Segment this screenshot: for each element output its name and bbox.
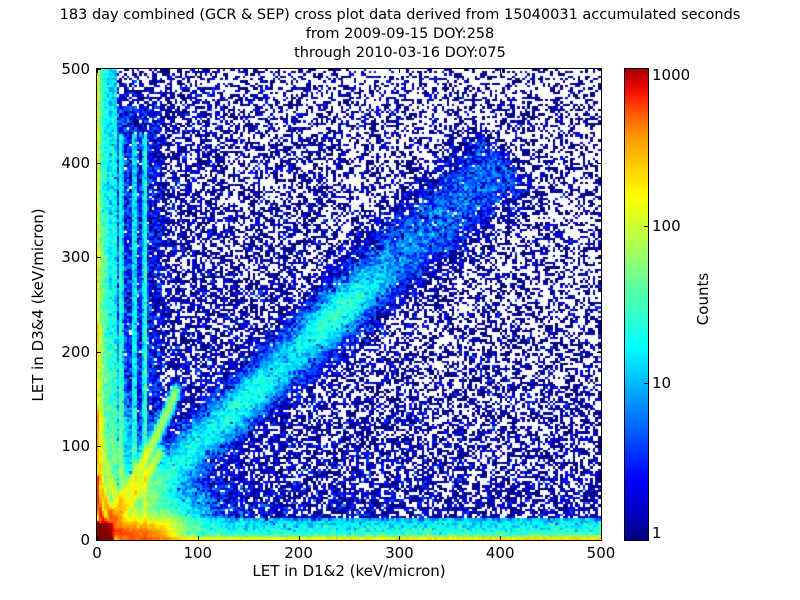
x-tick-top-400 xyxy=(500,69,502,73)
y-tick-right-300 xyxy=(597,257,601,259)
colorbar xyxy=(624,68,649,541)
x-ticklabel-500: 500 xyxy=(586,544,616,562)
x-tick-0 xyxy=(97,536,98,540)
x-tick-top-100 xyxy=(197,69,199,73)
x-tick-300 xyxy=(399,536,401,540)
x-axis-label: LET in D1&2 (keV/micron) xyxy=(252,562,446,580)
chart-title-block: 183 day combined (GCR & SEP) cross plot … xyxy=(0,6,800,63)
colorbar-ticklabel-1: 1 xyxy=(652,524,662,542)
y-tick-right-400 xyxy=(597,163,601,165)
y-tick-500 xyxy=(97,69,101,70)
colorbar-label: Counts xyxy=(694,272,712,326)
x-tick-200 xyxy=(298,536,300,540)
x-tick-top-0 xyxy=(97,69,98,73)
colorbar-ticklabel-1000: 1000 xyxy=(652,66,691,84)
x-ticklabel-400: 400 xyxy=(485,544,515,562)
colorbar-tick-100 xyxy=(644,226,649,227)
x-ticklabel-200: 200 xyxy=(284,544,313,562)
x-ticklabel-300: 300 xyxy=(385,544,414,562)
x-tick-top-200 xyxy=(298,69,300,73)
x-ticklabel-100: 100 xyxy=(183,544,213,562)
y-ticklabel-0: 0 xyxy=(80,531,90,549)
x-tick-400 xyxy=(500,536,502,540)
plot-area xyxy=(96,68,602,541)
y-tick-right-100 xyxy=(597,445,601,447)
x-tick-top-300 xyxy=(399,69,401,73)
y-tick-right-200 xyxy=(597,351,601,353)
colorbar-ticklabel-100: 100 xyxy=(652,217,681,235)
x-ticklabel-0: 0 xyxy=(92,544,102,562)
y-tick-right-0 xyxy=(597,540,601,541)
y-ticklabel-100: 100 xyxy=(61,436,90,455)
y-ticklabel-400: 400 xyxy=(61,154,90,173)
y-ticklabel-300: 300 xyxy=(61,248,90,267)
y-tick-100 xyxy=(97,445,101,447)
x-tick-top-500 xyxy=(601,69,602,73)
x-tick-500 xyxy=(601,536,602,540)
y-axis-label: LET in D3&4 (keV/micron) xyxy=(29,208,47,402)
density-scatter-canvas xyxy=(97,69,601,540)
title-line-3: through 2010-03-16 DOY:075 xyxy=(294,45,506,61)
y-tick-0 xyxy=(97,540,101,541)
colorbar-ticklabel-10: 10 xyxy=(652,374,672,392)
title-line-1: 183 day combined (GCR & SEP) cross plot … xyxy=(59,7,741,23)
y-ticklabel-500: 500 xyxy=(61,60,90,78)
y-tick-right-500 xyxy=(597,69,601,70)
y-tick-200 xyxy=(97,351,101,353)
y-tick-300 xyxy=(97,257,101,259)
title-line-2: from 2009-09-15 DOY:258 xyxy=(305,26,495,42)
x-tick-100 xyxy=(197,536,199,540)
y-ticklabel-200: 200 xyxy=(61,342,90,361)
colorbar-tick-10 xyxy=(644,383,649,384)
y-tick-400 xyxy=(97,163,101,165)
